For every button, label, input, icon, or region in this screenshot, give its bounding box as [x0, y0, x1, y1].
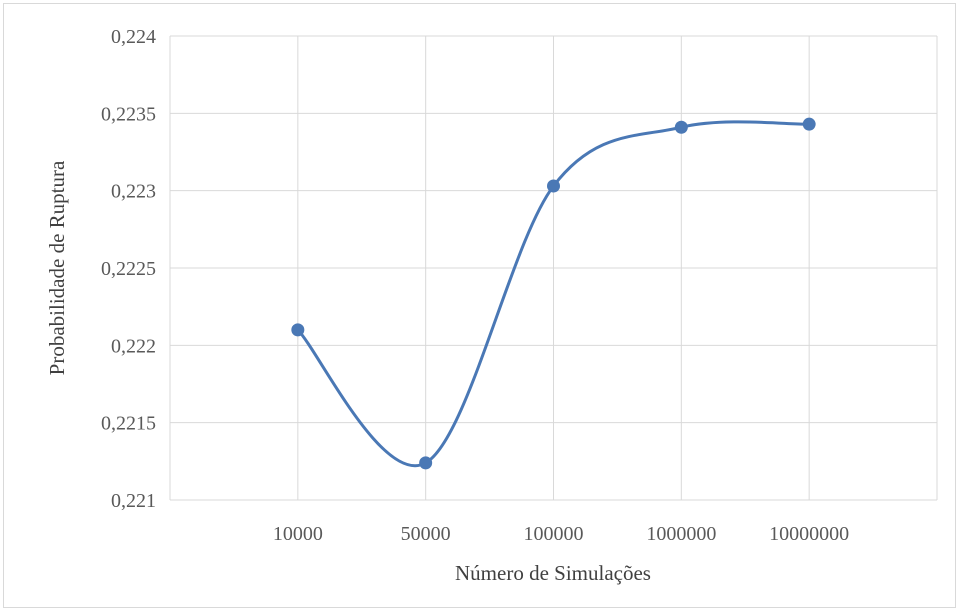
- data-point: [291, 323, 305, 337]
- series-line: [296, 120, 811, 468]
- x-tick-label: 1000000: [646, 523, 716, 545]
- y-tick-label: 0,222: [111, 335, 156, 357]
- y-tick-label: 0,2215: [101, 413, 156, 435]
- data-point: [674, 120, 688, 134]
- y-tick-labels: 0,221 0,2215 0,222 0,2225 0,223 0,2235 0,224: [101, 26, 156, 512]
- x-tick-labels: 10000 50000 100000 1000000 10000000: [273, 523, 849, 545]
- chart-frame: [3, 3, 956, 608]
- y-tick-label: 0,224: [111, 26, 156, 48]
- x-tick-label: 50000: [401, 523, 451, 545]
- data-point: [802, 117, 816, 131]
- data-point: [547, 179, 560, 193]
- series-layer: [291, 117, 816, 470]
- y-tick-label: 0,221: [111, 490, 156, 512]
- y-tick-label: 0,223: [111, 181, 156, 203]
- x-tick-label: 100000: [524, 523, 584, 545]
- data-point: [419, 456, 433, 470]
- x-tick-label: 10000000: [769, 523, 849, 545]
- x-axis-title: Número de Simulações: [455, 561, 651, 585]
- x-tick-label: 10000: [273, 523, 323, 545]
- grid-lines: [169, 35, 938, 501]
- y-tick-label: 0,2235: [101, 103, 156, 125]
- y-tick-label: 0,2225: [101, 258, 156, 280]
- y-axis-title: Probabilidade de Ruptura: [45, 160, 69, 375]
